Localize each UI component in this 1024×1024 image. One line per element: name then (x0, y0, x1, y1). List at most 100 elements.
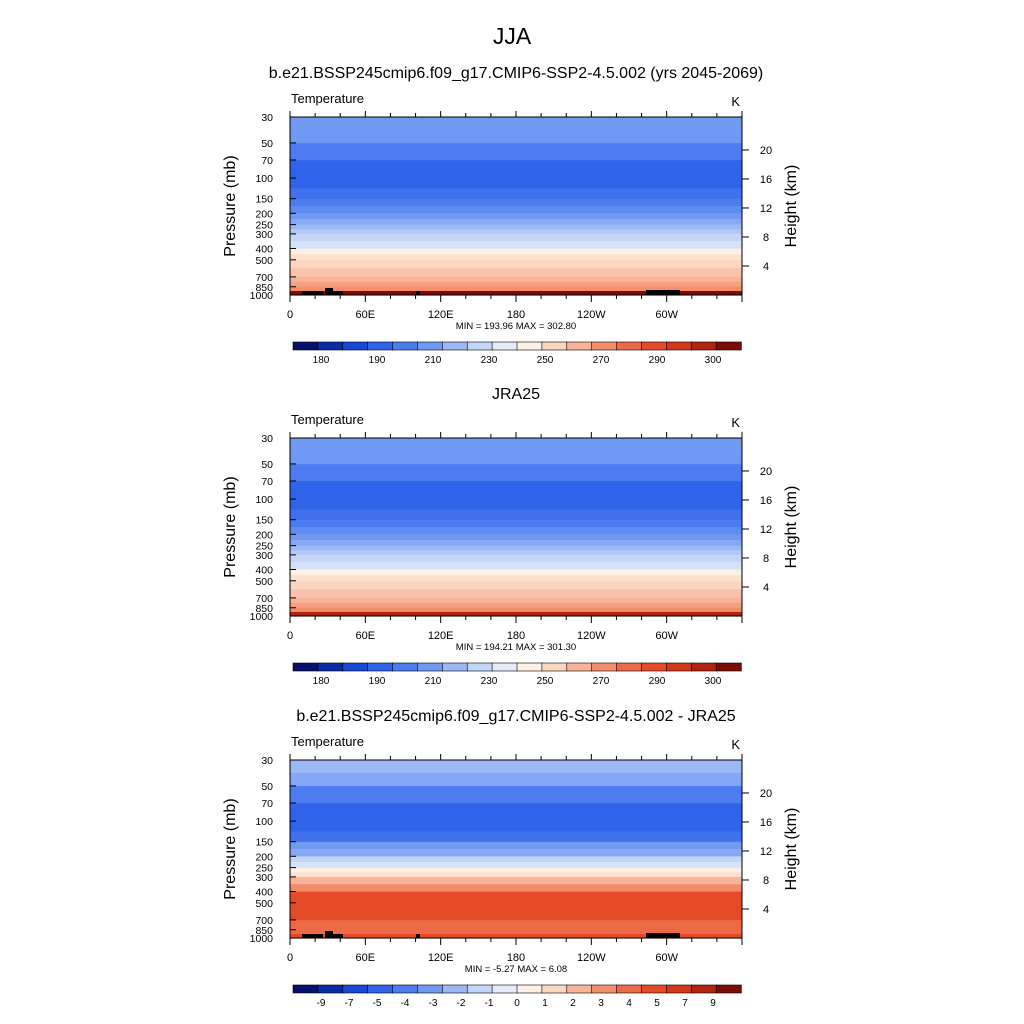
pressure-tick-label: 150 (255, 837, 273, 849)
height-tick-label: 8 (763, 232, 769, 244)
panel-title: b.e21.BSSP245cmip6.f09_g17.CMIP6-SSP2-4.… (296, 708, 735, 725)
longitude-tick-label: 120E (428, 952, 454, 964)
height-tick-label: 4 (763, 582, 769, 594)
pressure-tick-label: 200 (255, 851, 273, 863)
colorbar-swatch (442, 341, 468, 351)
colorbar-label: -9 (317, 998, 326, 1009)
panel-title: b.e21.BSSP245cmip6.f09_g17.CMIP6-SSP2-4.… (269, 65, 764, 82)
pressure-tick-label: 850 (255, 925, 273, 937)
land-mask-5 (646, 290, 680, 295)
colorbar-swatch (342, 662, 369, 672)
longitude-tick-label: 120W (577, 952, 606, 964)
topography (302, 931, 680, 938)
contour-subband-300 (290, 884, 742, 892)
height-tick-label: 8 (763, 875, 769, 887)
colorbar-swatch (616, 662, 643, 672)
contour-subband-50 (290, 151, 742, 161)
colorbar-swatch (641, 662, 668, 672)
pressure-tick-label: 50 (261, 138, 273, 150)
min-max-stats: MIN = 193.96 MAX = 302.80 (456, 321, 576, 332)
contour-subband-300 (290, 562, 742, 570)
colorbar-swatch (442, 662, 468, 672)
contour-subband-50 (290, 472, 742, 482)
contour-subband-400 (290, 575, 742, 582)
longitude-tick-label: 60E (356, 630, 376, 642)
colorbar: -9 -7 -5 -4 -3 -2 -1 0 1 2 3 4 5 7 9 (292, 984, 742, 1009)
height-tick-label: 20 (760, 466, 772, 478)
pressure-tick-label: 100 (255, 494, 273, 506)
contour-subband-70 (290, 812, 742, 822)
colorbar-swatch (491, 662, 518, 672)
pressure-tick-label: 150 (255, 515, 273, 527)
contour-subband-30 (290, 450, 742, 465)
contour-subband-200 (290, 539, 742, 547)
height-axis: 20 16 12 8 4 (742, 788, 772, 916)
colorbar-swatch (666, 984, 692, 994)
colorbar-label: 230 (481, 676, 498, 687)
contour-subband-500 (290, 911, 742, 921)
colorbar-swatch (292, 341, 319, 351)
longitude-axis: 0 60E 120E 180 120W 60W (287, 754, 743, 964)
colorbar-swatch (342, 341, 369, 351)
colorbar-label: 210 (425, 355, 442, 366)
pressure-tick-label: 200 (255, 208, 273, 220)
longitude-tick-label: 60W (655, 630, 678, 642)
land-mask-1 (302, 291, 323, 295)
height-axis: 20 16 12 8 4 (742, 466, 772, 594)
height-tick-label: 20 (760, 145, 772, 157)
colorbar-label: 210 (425, 676, 442, 687)
y-axis-label: Pressure (mb) (222, 476, 239, 577)
colorbar-swatch (715, 662, 742, 672)
height-tick-label: 20 (760, 788, 772, 800)
y-axis-label-right: Height (km) (783, 165, 800, 248)
colorbar-swatch (591, 662, 618, 672)
colorbar-label: 5 (654, 998, 660, 1009)
colorbar-swatch (641, 984, 668, 994)
colorbar-swatch (392, 341, 419, 351)
colorbar-swatch (690, 662, 717, 672)
contour-subband-250 (290, 550, 742, 556)
pressure-tick-label: 700 (255, 272, 273, 284)
min-max-stats: MIN = 194.21 MAX = 301.30 (456, 642, 576, 653)
panel-1: b.e21.BSSP245cmip6.f09_g17.CMIP6-SSP2-4.… (222, 65, 800, 366)
longitude-tick-label: 60W (655, 309, 678, 321)
land-mask-4 (416, 934, 420, 938)
units-label: K (731, 737, 740, 752)
variable-label: Temperature (291, 734, 364, 749)
contour-subband-30 (290, 129, 742, 144)
contour-band-surface (290, 934, 742, 938)
colorbar-label: 270 (593, 355, 610, 366)
contour-subband-400 (290, 897, 742, 904)
colorbar-label: 9 (710, 998, 716, 1009)
pressure-tick-label: 300 (255, 229, 273, 241)
contour-subband-70 (290, 490, 742, 500)
colorbar-label: -2 (457, 998, 466, 1009)
pressure-tick-label: 500 (255, 576, 273, 588)
colorbar-label: 0 (514, 998, 520, 1009)
colorbar-swatch (541, 341, 568, 351)
variable-label: Temperature (291, 412, 364, 427)
longitude-tick-label: 0 (287, 952, 293, 964)
colorbar-swatch (392, 662, 419, 672)
units-label: K (731, 94, 740, 109)
colorbar-swatch (715, 984, 742, 994)
contour-subband-100 (290, 831, 742, 843)
colorbar-label: 230 (481, 355, 498, 366)
contour-band-surface (290, 291, 742, 295)
pressure-tick-label: 500 (255, 255, 273, 267)
pressure-tick-label: 400 (255, 886, 273, 898)
height-tick-label: 12 (760, 846, 772, 858)
pressure-tick-label: 700 (255, 915, 273, 927)
colorbar-swatch (491, 984, 518, 994)
height-axis: 20 16 12 8 4 (742, 145, 772, 273)
pressure-tick-label: 50 (261, 781, 273, 793)
colorbar-label: 190 (369, 676, 386, 687)
pressure-tick-label: 70 (261, 476, 273, 488)
colorbar-swatch (616, 341, 643, 351)
contour-band-surface (290, 612, 742, 616)
colorbar-label: 180 (313, 676, 330, 687)
